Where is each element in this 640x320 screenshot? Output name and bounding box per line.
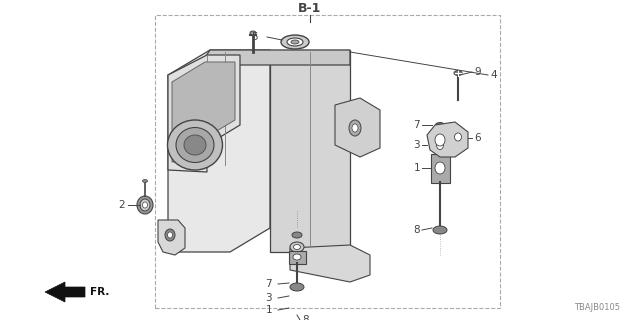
Text: 8: 8: [413, 225, 420, 235]
Ellipse shape: [435, 162, 445, 174]
Ellipse shape: [290, 242, 304, 252]
Ellipse shape: [435, 123, 445, 127]
Ellipse shape: [291, 40, 299, 44]
Polygon shape: [270, 50, 350, 252]
Polygon shape: [200, 50, 350, 65]
FancyBboxPatch shape: [431, 154, 449, 182]
Polygon shape: [290, 245, 370, 282]
Ellipse shape: [433, 226, 447, 234]
Polygon shape: [172, 62, 235, 162]
Ellipse shape: [165, 229, 175, 241]
Polygon shape: [158, 220, 185, 255]
Text: 9: 9: [474, 67, 481, 77]
Text: 3: 3: [413, 140, 420, 150]
Text: TBAJB0105: TBAJB0105: [574, 303, 620, 312]
Ellipse shape: [250, 31, 256, 35]
Polygon shape: [168, 55, 240, 172]
Ellipse shape: [290, 283, 304, 291]
Text: 7: 7: [266, 279, 272, 289]
Text: 2: 2: [118, 200, 125, 210]
Ellipse shape: [435, 134, 445, 146]
Ellipse shape: [454, 70, 462, 76]
Ellipse shape: [433, 136, 447, 154]
Ellipse shape: [352, 124, 358, 132]
Text: 5: 5: [252, 32, 258, 42]
Text: 3: 3: [266, 293, 272, 303]
Ellipse shape: [293, 254, 301, 260]
Text: 6: 6: [474, 133, 481, 143]
Text: 4: 4: [490, 70, 497, 80]
Text: B-1: B-1: [298, 2, 322, 14]
Ellipse shape: [137, 196, 153, 214]
Ellipse shape: [143, 180, 147, 182]
Text: FR.: FR.: [90, 287, 109, 297]
Polygon shape: [168, 50, 270, 252]
Ellipse shape: [287, 38, 303, 46]
Ellipse shape: [168, 120, 223, 170]
Ellipse shape: [143, 202, 147, 208]
Ellipse shape: [436, 140, 444, 149]
Text: 7: 7: [413, 120, 420, 130]
Ellipse shape: [454, 133, 461, 141]
FancyBboxPatch shape: [289, 251, 305, 263]
Text: 1: 1: [413, 163, 420, 173]
Ellipse shape: [184, 135, 206, 155]
Polygon shape: [335, 98, 380, 157]
Ellipse shape: [140, 199, 150, 211]
Text: 8: 8: [302, 315, 308, 320]
Ellipse shape: [292, 232, 302, 238]
Text: 1: 1: [266, 305, 272, 315]
Ellipse shape: [168, 232, 173, 238]
Ellipse shape: [349, 120, 361, 136]
Ellipse shape: [294, 244, 301, 250]
Polygon shape: [427, 122, 468, 157]
Ellipse shape: [281, 35, 309, 49]
Bar: [155, 15, 500, 308]
Ellipse shape: [176, 127, 214, 163]
Polygon shape: [45, 282, 85, 302]
